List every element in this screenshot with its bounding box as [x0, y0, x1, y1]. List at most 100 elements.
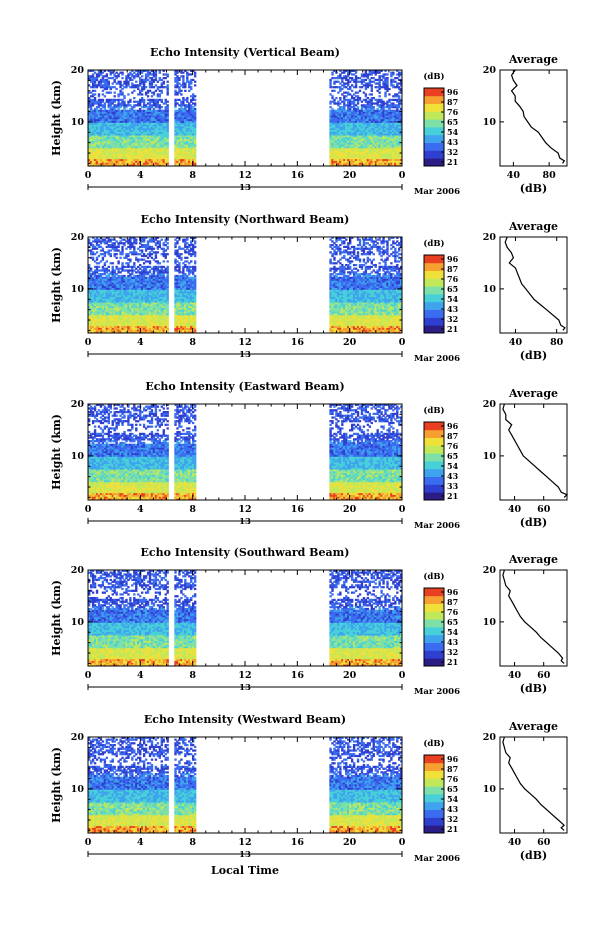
heatmap-cell	[105, 294, 109, 298]
heatmap-cell	[105, 147, 109, 151]
heatmap-cell	[160, 126, 163, 129]
heatmap-cell	[372, 80, 375, 83]
heatmap-cell	[95, 296, 99, 299]
heatmap-cell	[370, 147, 373, 151]
heatmap-cell	[178, 136, 181, 140]
colorbar-segment	[424, 89, 444, 93]
heatmap-cell	[193, 142, 197, 145]
heatmap-cell	[354, 115, 358, 118]
heatmap-cell	[360, 116, 364, 120]
colorbar-segment	[424, 162, 444, 165]
heatmap-cell	[89, 133, 93, 136]
heatmap-cell	[109, 136, 112, 140]
heatmap-cell	[376, 86, 379, 89]
heatmap-cell	[388, 118, 391, 121]
heatmap-cell	[137, 73, 140, 76]
heatmap-cell	[347, 164, 350, 167]
heatmap-cell	[378, 149, 381, 152]
heatmap-cell	[388, 120, 391, 123]
heatmap-cell	[148, 80, 152, 83]
heatmap-cell	[184, 127, 187, 131]
heatmap-cell	[331, 144, 334, 147]
heatmap-cell	[95, 73, 99, 76]
heatmap-cell	[182, 75, 185, 78]
heatmap-cell	[182, 115, 185, 118]
heatmap-cell	[352, 113, 356, 116]
heatmap-cell	[135, 136, 138, 140]
heatmap-cell	[356, 138, 360, 141]
heatmap-cell	[148, 151, 152, 154]
heatmap-cell	[103, 147, 107, 151]
heatmap-cell	[349, 77, 352, 80]
heatmap-cell	[343, 140, 346, 143]
heatmap-cell	[119, 135, 122, 138]
heatmap-cell	[89, 320, 93, 323]
heatmap-cell	[111, 149, 114, 152]
heatmap-cell	[119, 91, 122, 94]
heatmap-cell	[93, 146, 97, 149]
heatmap-cell	[160, 111, 163, 114]
heatmap-cell	[133, 133, 136, 136]
heatmap-cell	[380, 164, 383, 167]
heatmap-cell	[146, 118, 150, 121]
heatmap-cell	[99, 136, 103, 140]
heatmap-cell	[347, 140, 350, 143]
heatmap-cell	[158, 78, 162, 82]
heatmap-cell	[99, 127, 103, 131]
heatmap-cell	[192, 78, 195, 82]
heatmap-cell	[176, 149, 179, 152]
heatmap-cell	[372, 106, 375, 109]
heatmap-cell	[99, 78, 103, 82]
heatmap-cell	[166, 80, 169, 83]
heatmap-cell	[382, 82, 385, 85]
heatmap-cell	[107, 113, 110, 116]
heatmap-cell	[329, 155, 332, 158]
heatmap-cell	[364, 127, 368, 131]
heatmap-cell	[91, 118, 95, 121]
heatmap-cell	[95, 303, 99, 307]
heatmap-cell	[186, 75, 189, 78]
heatmap-cell	[166, 146, 169, 149]
heatmap-cell	[350, 151, 354, 154]
heatmap-cell	[190, 78, 193, 82]
heatmap-cell	[388, 162, 391, 165]
heatmap-cell	[356, 102, 360, 105]
heatmap-cell	[341, 111, 344, 114]
heatmap-cell	[131, 164, 134, 167]
heatmap-cell	[174, 164, 177, 167]
heatmap-cell	[113, 98, 116, 102]
heatmap-cell	[131, 142, 134, 145]
heatmap-cell	[103, 87, 107, 91]
heatmap-cell	[382, 160, 385, 163]
heatmap-cell	[156, 113, 160, 116]
heatmap-cell	[176, 158, 179, 161]
heatmap-cell	[352, 147, 356, 151]
heatmap-cell	[174, 73, 177, 76]
heatmap-cell	[123, 149, 126, 152]
heatmap-cell	[152, 162, 156, 165]
heatmap-cell	[384, 84, 387, 87]
heatmap-cell	[140, 98, 144, 102]
heatmap-cell	[103, 126, 107, 129]
heatmap-cell	[331, 146, 334, 149]
heatmap-cell	[390, 124, 393, 127]
heatmap-cell	[192, 69, 195, 72]
heatmap-cell	[352, 149, 356, 152]
heatmap-cell	[146, 133, 150, 136]
heatmap-cell	[335, 131, 338, 134]
heatmap-cell	[89, 283, 93, 287]
heatmap-cell	[362, 84, 366, 87]
heatmap-cell	[107, 318, 110, 321]
heatmap-cell	[158, 147, 162, 151]
heatmap-cell	[101, 294, 105, 298]
heatmap-cell	[329, 120, 332, 123]
heatmap-cell	[358, 146, 362, 149]
heatmap-cell	[152, 136, 156, 140]
heatmap-cell	[358, 89, 362, 92]
heatmap-cell	[121, 124, 124, 127]
heatmap-cell	[368, 115, 371, 118]
heatmap-cell	[146, 78, 150, 82]
average-frame	[499, 69, 568, 167]
heatmap-cell	[343, 135, 346, 138]
heatmap-cell	[131, 109, 134, 112]
